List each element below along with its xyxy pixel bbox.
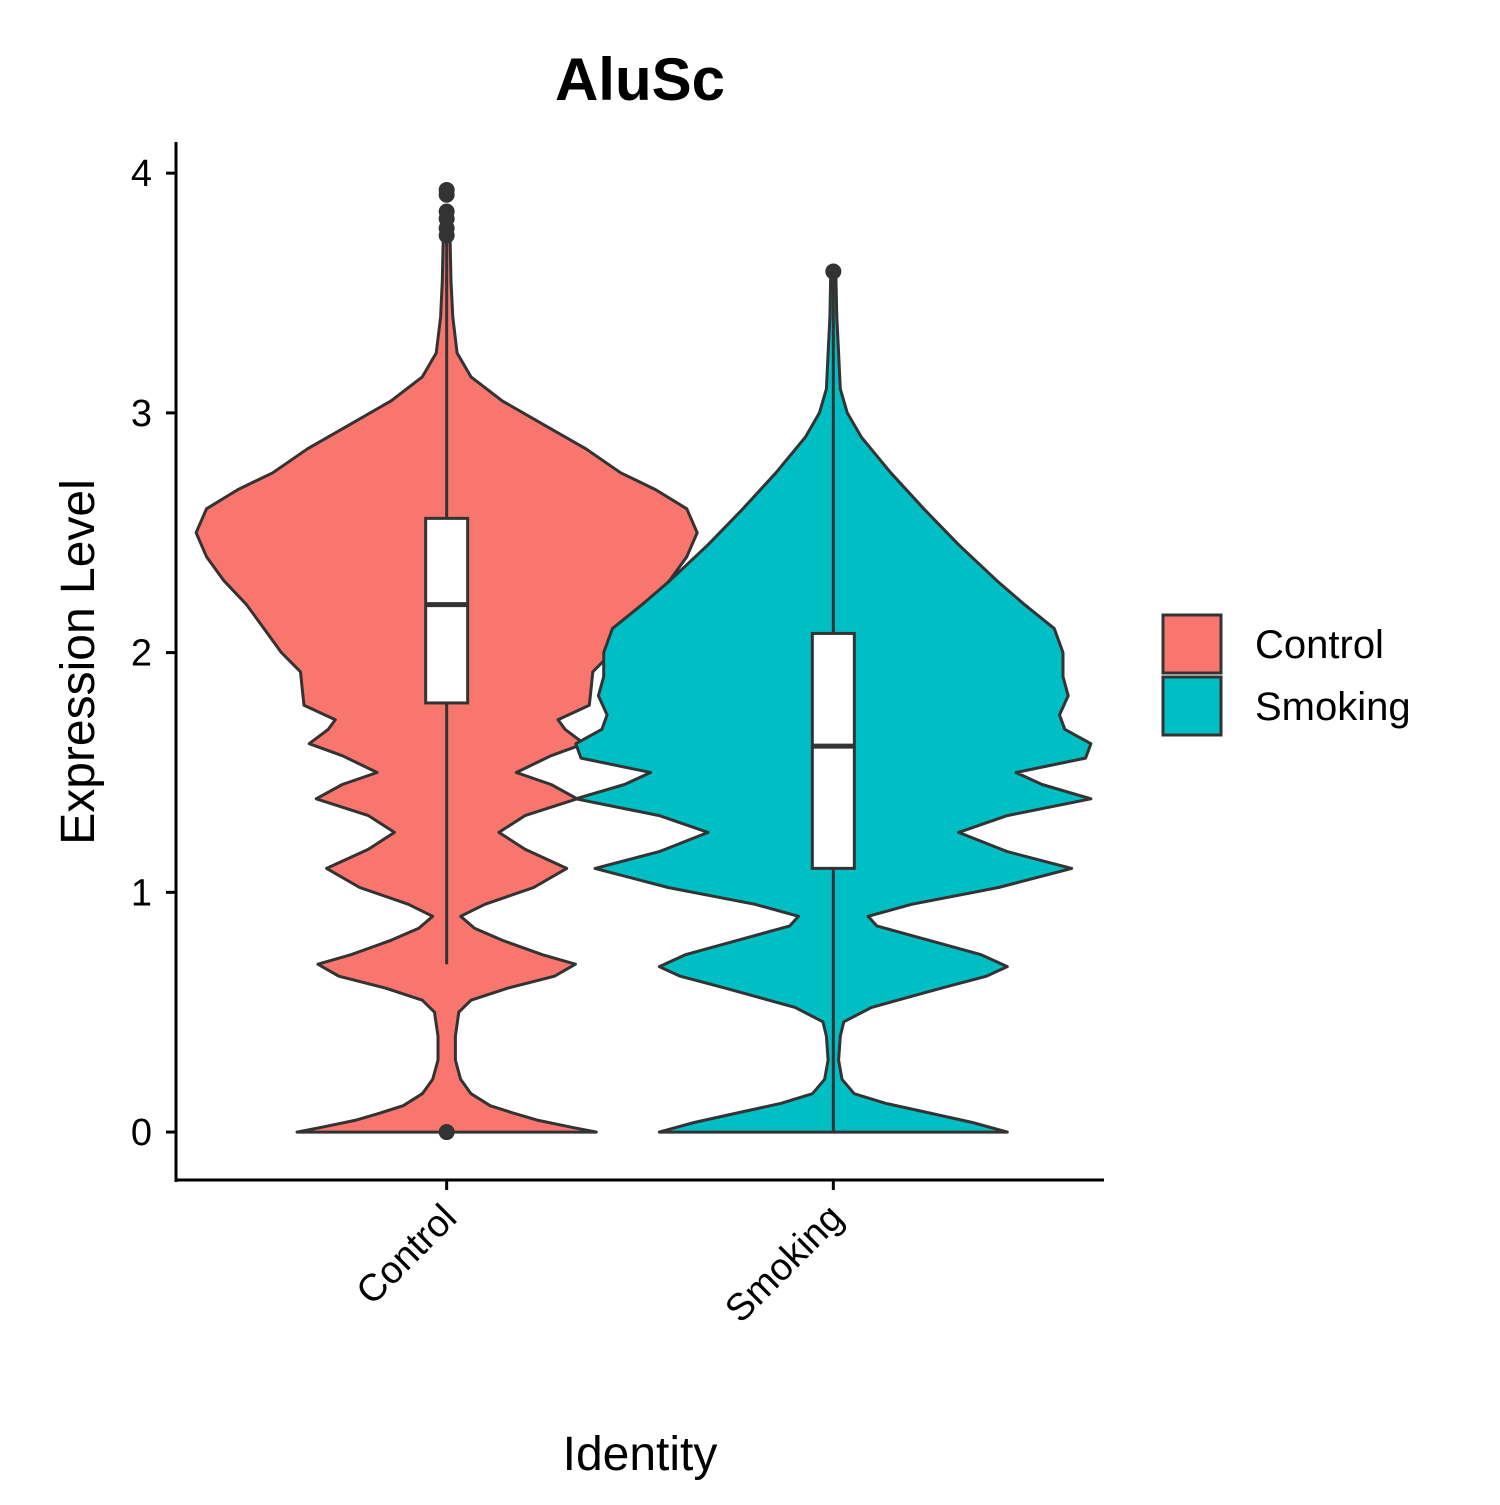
x-axis-title: Identity: [563, 1428, 718, 1481]
box-smoking: [810, 631, 856, 870]
x-tick-label-control: Control: [349, 1197, 465, 1313]
box-control: [424, 516, 470, 705]
x-tick-label-smoking: Smoking: [717, 1197, 851, 1331]
violin-group-smoking: [574, 263, 1093, 1134]
violin-group-control: [194, 181, 699, 1141]
y-axis-title: Expression Level: [52, 479, 105, 845]
chart-title: AluSc: [555, 46, 725, 113]
y-tick-label-4: 4: [131, 153, 152, 195]
outlier-control-4: [438, 203, 455, 220]
outlier-control-6: [438, 181, 455, 198]
outlier-smoking-0: [825, 263, 842, 280]
outlier-control-0: [438, 1124, 455, 1141]
legend-swatch-smoking: [1161, 675, 1223, 737]
plot-area: [194, 181, 1093, 1141]
legend: Control Smoking: [1161, 613, 1411, 737]
legend-swatch-control: [1161, 613, 1223, 675]
y-tick-label-2: 2: [131, 633, 152, 675]
y-tick-label-3: 3: [131, 393, 152, 435]
legend-label-smoking: Smoking: [1255, 685, 1411, 729]
y-tick-label-0: 0: [131, 1112, 152, 1154]
y-tick-label-1: 1: [131, 872, 152, 914]
legend-label-control: Control: [1255, 623, 1384, 667]
